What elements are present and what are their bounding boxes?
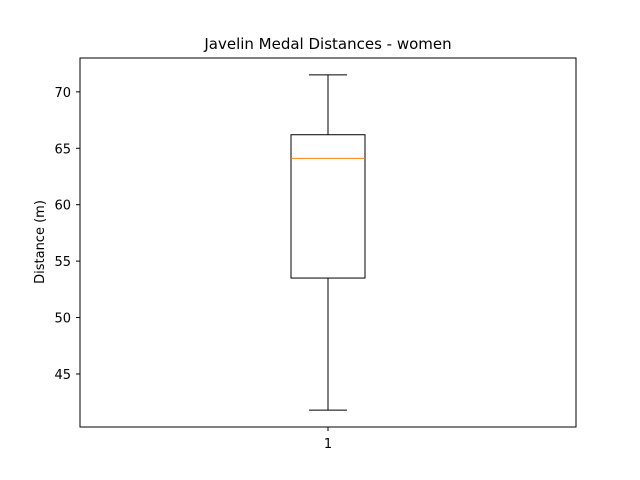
plot-area-frame <box>79 57 577 428</box>
y-tick-label: 65 <box>54 142 71 157</box>
box-group <box>290 74 366 411</box>
chart-title: Javelin Medal Distances - women <box>203 35 451 53</box>
y-tick-label: 50 <box>54 312 71 327</box>
x-tick-label: 1 <box>324 437 332 452</box>
y-axis-label: Distance (m) <box>33 200 48 284</box>
interquartile-box <box>290 134 366 279</box>
y-tick-label: 60 <box>54 199 71 214</box>
x-axis-ticks: 1 <box>324 427 332 452</box>
y-tick-label: 70 <box>54 86 71 101</box>
y-tick-label: 55 <box>54 255 71 270</box>
box-series <box>290 74 366 411</box>
y-tick-label: 45 <box>54 368 71 383</box>
y-axis-ticks: 45 50 55 60 65 70 <box>54 86 80 383</box>
